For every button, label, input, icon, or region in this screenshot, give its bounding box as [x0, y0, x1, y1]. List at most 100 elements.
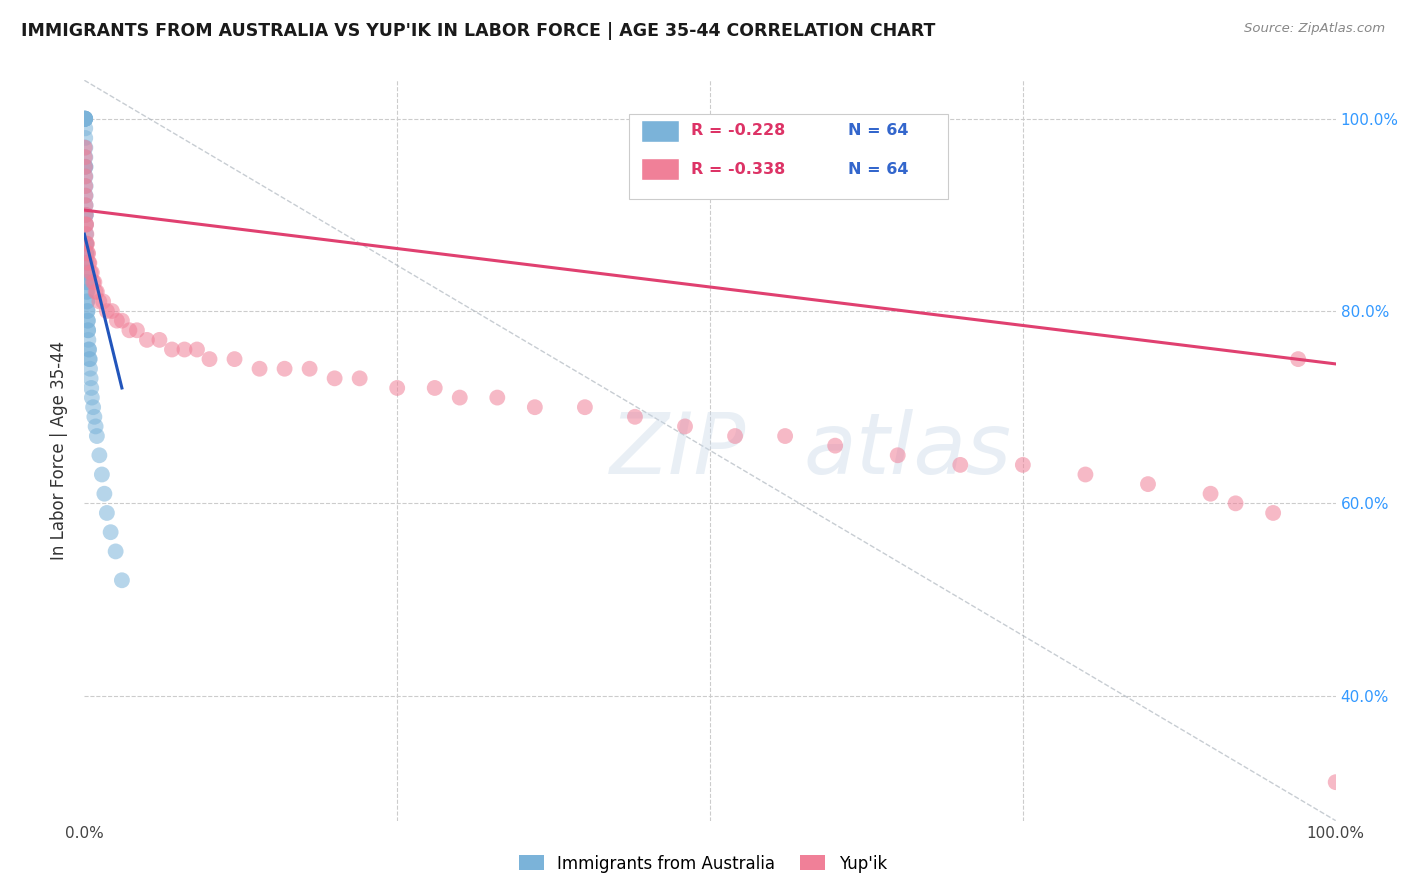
- Point: [86, 285, 108, 299]
- Point: [75, 256, 97, 270]
- Point: [76, 236, 98, 251]
- Point: [73, 112, 96, 126]
- Point: [84, 419, 107, 434]
- Point: [75, 179, 97, 194]
- Point: [1324, 775, 1347, 789]
- Point: [73, 112, 96, 126]
- Point: [73, 112, 96, 126]
- Point: [887, 448, 910, 462]
- Point: [75, 208, 97, 222]
- Point: [486, 391, 509, 405]
- Point: [73, 150, 96, 164]
- Point: [75, 236, 97, 251]
- Point: [75, 227, 97, 241]
- Point: [93, 487, 115, 501]
- Point: [125, 323, 148, 337]
- Point: [77, 343, 100, 357]
- Point: [148, 333, 170, 347]
- Point: [73, 140, 96, 154]
- Point: [77, 323, 100, 337]
- Point: [724, 429, 747, 443]
- Text: R = -0.338: R = -0.338: [692, 161, 786, 177]
- Point: [1225, 496, 1247, 510]
- Point: [77, 333, 100, 347]
- Point: [75, 218, 97, 232]
- Point: [84, 285, 107, 299]
- Point: [75, 188, 97, 202]
- Point: [111, 313, 134, 327]
- Point: [75, 131, 97, 145]
- Point: [75, 236, 97, 251]
- Point: [76, 285, 98, 299]
- Point: [76, 313, 98, 327]
- Point: [75, 169, 97, 184]
- Point: [90, 467, 112, 482]
- Point: [160, 343, 183, 357]
- Point: [75, 112, 97, 126]
- Point: [186, 343, 208, 357]
- Point: [83, 275, 105, 289]
- Point: [75, 208, 97, 222]
- Point: [76, 285, 98, 299]
- Point: [100, 525, 122, 540]
- Point: [75, 140, 97, 154]
- Point: [523, 400, 546, 414]
- Point: [76, 236, 98, 251]
- Point: [75, 198, 97, 212]
- Point: [75, 179, 97, 194]
- Point: [773, 429, 796, 443]
- Point: [824, 439, 846, 453]
- Point: [624, 409, 647, 424]
- Point: [1199, 487, 1222, 501]
- Point: [79, 361, 101, 376]
- Point: [949, 458, 972, 472]
- Text: atlas: atlas: [804, 409, 1012, 492]
- Point: [80, 266, 103, 280]
- Text: N = 64: N = 64: [848, 123, 908, 138]
- Point: [75, 150, 97, 164]
- Point: [198, 352, 221, 367]
- Point: [76, 275, 98, 289]
- Point: [82, 400, 104, 414]
- Point: [76, 304, 98, 318]
- Point: [96, 506, 118, 520]
- Point: [89, 448, 111, 462]
- Point: [91, 294, 114, 309]
- Point: [79, 352, 101, 367]
- Point: [76, 304, 98, 318]
- Point: [136, 333, 159, 347]
- Point: [75, 121, 97, 136]
- Text: IMMIGRANTS FROM AUSTRALIA VS YUP'IK IN LABOR FORCE | AGE 35-44 CORRELATION CHART: IMMIGRANTS FROM AUSTRALIA VS YUP'IK IN L…: [21, 22, 935, 40]
- Point: [673, 419, 696, 434]
- Point: [385, 381, 409, 395]
- Text: Source: ZipAtlas.com: Source: ZipAtlas.com: [1244, 22, 1385, 36]
- Point: [118, 323, 141, 337]
- Point: [273, 361, 295, 376]
- Point: [83, 409, 105, 424]
- Point: [80, 391, 103, 405]
- Point: [105, 313, 128, 327]
- Point: [111, 574, 134, 588]
- Point: [1263, 506, 1285, 520]
- Point: [76, 275, 98, 289]
- Point: [89, 294, 111, 309]
- Point: [75, 169, 97, 184]
- Point: [349, 371, 371, 385]
- Point: [1074, 467, 1097, 482]
- Point: [249, 361, 271, 376]
- Point: [173, 343, 195, 357]
- Point: [76, 294, 98, 309]
- Point: [77, 246, 100, 260]
- FancyBboxPatch shape: [641, 158, 679, 180]
- Legend: Immigrants from Australia, Yup'ik: Immigrants from Australia, Yup'ik: [512, 848, 894, 880]
- Point: [82, 275, 104, 289]
- Point: [79, 352, 101, 367]
- FancyBboxPatch shape: [628, 113, 948, 199]
- Point: [76, 294, 98, 309]
- Point: [75, 188, 97, 202]
- Point: [73, 160, 96, 174]
- Point: [75, 160, 97, 174]
- Point: [96, 304, 118, 318]
- Point: [76, 266, 98, 280]
- Point: [79, 371, 101, 385]
